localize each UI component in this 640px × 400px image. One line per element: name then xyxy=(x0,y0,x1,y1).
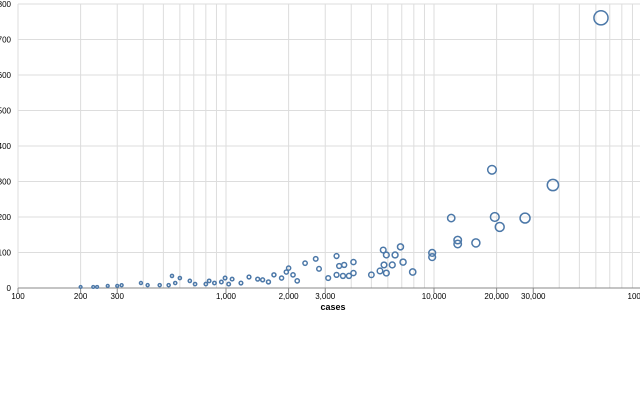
point xyxy=(312,255,319,262)
point xyxy=(302,260,309,267)
point xyxy=(428,248,437,257)
y-tick-label: 800 xyxy=(0,0,12,9)
point xyxy=(166,282,171,288)
y-tick-label: 300 xyxy=(0,178,12,187)
point xyxy=(345,272,353,280)
point xyxy=(246,274,252,280)
point xyxy=(192,281,198,287)
x-axis-title: cases xyxy=(320,302,345,312)
point xyxy=(290,272,296,278)
point xyxy=(315,265,323,272)
point xyxy=(335,262,343,270)
point xyxy=(238,280,244,286)
point xyxy=(119,282,124,288)
point xyxy=(172,280,178,286)
point xyxy=(489,211,500,223)
point xyxy=(203,281,209,287)
point xyxy=(278,275,285,281)
point xyxy=(396,243,405,251)
point xyxy=(494,221,505,233)
point xyxy=(388,261,396,269)
point xyxy=(157,282,162,288)
grid xyxy=(17,3,640,289)
x-tick-label: 2,000 xyxy=(279,292,300,301)
point xyxy=(391,251,399,259)
point xyxy=(546,178,560,192)
point xyxy=(222,275,228,281)
point xyxy=(187,278,193,284)
point xyxy=(340,261,348,269)
point xyxy=(428,252,437,262)
point xyxy=(453,239,463,249)
point xyxy=(453,235,463,245)
point xyxy=(376,267,384,275)
point xyxy=(259,277,266,283)
y-tick-label: 200 xyxy=(0,213,12,222)
point xyxy=(94,284,100,290)
point xyxy=(486,164,498,175)
point xyxy=(218,279,224,285)
y-tick-label: 700 xyxy=(0,36,12,45)
point xyxy=(350,258,357,266)
point xyxy=(91,284,96,290)
point xyxy=(115,283,120,289)
point xyxy=(255,276,261,282)
x-tick-label: 20,000 xyxy=(484,292,509,301)
point xyxy=(379,246,387,254)
point xyxy=(471,238,481,248)
point xyxy=(283,269,290,275)
point xyxy=(206,278,212,284)
point xyxy=(265,279,272,285)
point xyxy=(367,271,375,279)
point xyxy=(593,10,609,26)
x-tick-label: 100 xyxy=(11,292,25,301)
x-tick-label: 300 xyxy=(111,292,125,301)
point xyxy=(271,272,277,278)
x-tick-label: 200 xyxy=(74,292,88,301)
point xyxy=(519,212,531,224)
point xyxy=(339,272,347,280)
x-tick-label: 100,000 xyxy=(628,292,640,301)
point xyxy=(226,281,232,287)
point xyxy=(294,278,301,284)
point xyxy=(138,280,144,286)
point xyxy=(350,269,357,277)
y-tick-label: 100 xyxy=(0,249,12,258)
point xyxy=(380,261,388,269)
point xyxy=(105,283,110,289)
point xyxy=(382,269,390,277)
point xyxy=(78,284,83,290)
point xyxy=(408,268,417,276)
point xyxy=(145,282,150,288)
point xyxy=(169,273,175,279)
point xyxy=(229,276,235,282)
x-tick-label: 3,000 xyxy=(315,292,336,301)
point xyxy=(325,274,332,282)
point xyxy=(333,252,340,260)
point xyxy=(285,265,292,271)
y-tick-label: 400 xyxy=(0,142,12,151)
axes: 01002003004005006007008001002003001,0002… xyxy=(0,0,640,301)
y-tick-label: 600 xyxy=(0,71,12,80)
x-tick-label: 10,000 xyxy=(422,292,447,301)
point xyxy=(211,280,217,286)
x-tick-label: 30,000 xyxy=(521,292,546,301)
y-tick-label: 0 xyxy=(7,284,12,293)
marks xyxy=(78,10,609,290)
y-tick-label: 500 xyxy=(0,107,12,116)
point xyxy=(399,258,407,266)
x-tick-label: 1,000 xyxy=(216,292,237,301)
point xyxy=(333,271,340,279)
point xyxy=(382,251,390,259)
point xyxy=(446,213,456,223)
point xyxy=(177,275,183,281)
